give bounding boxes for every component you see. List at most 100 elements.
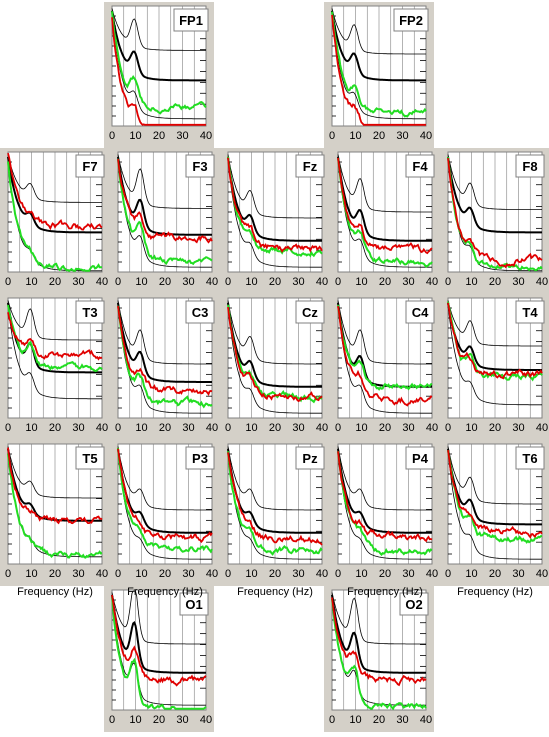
lower-bound-line bbox=[117, 305, 212, 414]
channel-label-o1: O1 bbox=[185, 597, 202, 612]
x-axis-label-pz: Frequency (Hz) bbox=[237, 586, 313, 598]
red-trace bbox=[331, 14, 426, 126]
red-trace bbox=[7, 152, 103, 231]
green-trace bbox=[111, 11, 207, 115]
x-tick-label: 20 bbox=[269, 568, 281, 580]
x-tick-label: 0 bbox=[225, 568, 231, 580]
channel-label-f4: F4 bbox=[412, 159, 428, 174]
x-tick-label: 10 bbox=[349, 130, 361, 142]
upper-bound-line bbox=[117, 446, 212, 511]
x-tick-label: 20 bbox=[379, 276, 391, 288]
channel-label-p3: P3 bbox=[192, 451, 208, 466]
lower-bound-line bbox=[337, 451, 432, 560]
mean-line bbox=[227, 302, 322, 388]
x-tick-label: 20 bbox=[159, 568, 171, 580]
lower-bound-line bbox=[227, 305, 322, 414]
mean-line bbox=[7, 302, 102, 374]
red-trace bbox=[447, 302, 543, 380]
lower-bound-line bbox=[337, 159, 432, 268]
mean-line bbox=[117, 448, 212, 534]
x-tick-label: 0 bbox=[115, 422, 121, 434]
green-trace bbox=[7, 304, 103, 372]
upper-bound-line bbox=[111, 590, 206, 645]
mean-line bbox=[447, 302, 542, 371]
red-trace bbox=[331, 597, 427, 687]
green-trace bbox=[117, 447, 213, 554]
x-tick-label: 20 bbox=[489, 276, 501, 288]
lower-bound-line bbox=[117, 451, 212, 560]
x-tick-label: 0 bbox=[5, 422, 11, 434]
channel-panel-p3: 0 10 20 30 40 P3 bbox=[110, 440, 220, 586]
channel-label-o2: O2 bbox=[405, 597, 422, 612]
channel-label-box bbox=[75, 300, 105, 324]
channel-panel-t6: 0 10 20 30 40 T6 bbox=[440, 440, 549, 586]
lower-bound-line bbox=[447, 305, 542, 406]
x-tick-label: 10 bbox=[135, 422, 147, 434]
x-tick-label: 20 bbox=[153, 714, 165, 726]
upper-bound-line bbox=[111, 8, 206, 51]
channel-label-box bbox=[75, 154, 105, 178]
x-tick-label: 30 bbox=[182, 276, 194, 288]
channel-label-t6: T6 bbox=[522, 451, 537, 466]
channel-label-box bbox=[173, 8, 209, 32]
x-tick-label: 0 bbox=[109, 130, 115, 142]
channel-panel-t3: 0 10 20 30 40 T3 bbox=[0, 294, 110, 440]
x-tick-label: 30 bbox=[512, 276, 524, 288]
x-tick-label: 10 bbox=[129, 130, 141, 142]
channel-panel-f8: 0 10 20 30 40 F8 bbox=[440, 148, 549, 294]
mean-line bbox=[447, 448, 542, 526]
channel-label-box bbox=[405, 154, 435, 178]
channel-panel-t4: 0 10 20 30 40 T4 bbox=[440, 294, 549, 440]
green-trace bbox=[227, 451, 323, 556]
x-tick-label: 40 bbox=[316, 568, 328, 580]
x-tick-label: 20 bbox=[269, 422, 281, 434]
x-tick-label: 40 bbox=[200, 714, 212, 726]
x-tick-label: 40 bbox=[426, 568, 438, 580]
x-tick-label: 30 bbox=[176, 714, 188, 726]
red-trace bbox=[111, 17, 206, 126]
green-trace bbox=[447, 450, 543, 544]
upper-bound-line bbox=[117, 154, 212, 209]
channel-panel-t5: 0 10 20 30 40 T5 bbox=[0, 440, 110, 586]
upper-bound-line bbox=[447, 446, 542, 505]
red-trace bbox=[111, 594, 207, 687]
x-tick-label: 0 bbox=[335, 422, 341, 434]
x-tick-label: 30 bbox=[402, 276, 414, 288]
channel-label-box bbox=[185, 446, 215, 470]
channel-label-f8: F8 bbox=[522, 159, 537, 174]
x-tick-label: 0 bbox=[225, 422, 231, 434]
x-tick-label: 20 bbox=[49, 276, 61, 288]
x-tick-label: 0 bbox=[445, 276, 451, 288]
upper-bound-line bbox=[447, 300, 542, 347]
channel-label-t3: T3 bbox=[82, 305, 97, 320]
x-tick-label: 40 bbox=[536, 422, 548, 434]
lower-bound-line bbox=[447, 451, 542, 560]
channel-label-fz: Fz bbox=[303, 159, 318, 174]
red-trace bbox=[447, 449, 543, 539]
mean-line bbox=[331, 10, 426, 82]
x-tick-label: 40 bbox=[96, 422, 108, 434]
green-trace bbox=[337, 157, 433, 268]
channel-panel-f4: 0 10 20 30 40 F4 bbox=[330, 148, 440, 294]
green-trace bbox=[331, 11, 427, 118]
x-tick-label: 20 bbox=[373, 130, 385, 142]
x-tick-label: 10 bbox=[25, 422, 37, 434]
mean-line bbox=[111, 10, 206, 82]
channel-label-box bbox=[405, 300, 435, 324]
x-tick-label: 20 bbox=[379, 422, 391, 434]
x-tick-label: 20 bbox=[489, 568, 501, 580]
x-tick-label: 40 bbox=[536, 568, 548, 580]
x-tick-label: 30 bbox=[402, 422, 414, 434]
x-tick-label: 30 bbox=[402, 568, 414, 580]
channel-label-cz: Cz bbox=[302, 305, 318, 320]
red-trace bbox=[7, 447, 103, 525]
green-trace bbox=[117, 158, 213, 266]
channel-label-pz: Pz bbox=[302, 451, 318, 466]
channel-label-box bbox=[515, 154, 545, 178]
x-tick-label: 40 bbox=[206, 276, 218, 288]
green-trace bbox=[331, 598, 427, 711]
mean-line bbox=[117, 302, 212, 383]
lower-bound-line bbox=[117, 159, 212, 268]
channel-label-box bbox=[185, 300, 215, 324]
x-tick-label: 40 bbox=[316, 276, 328, 288]
